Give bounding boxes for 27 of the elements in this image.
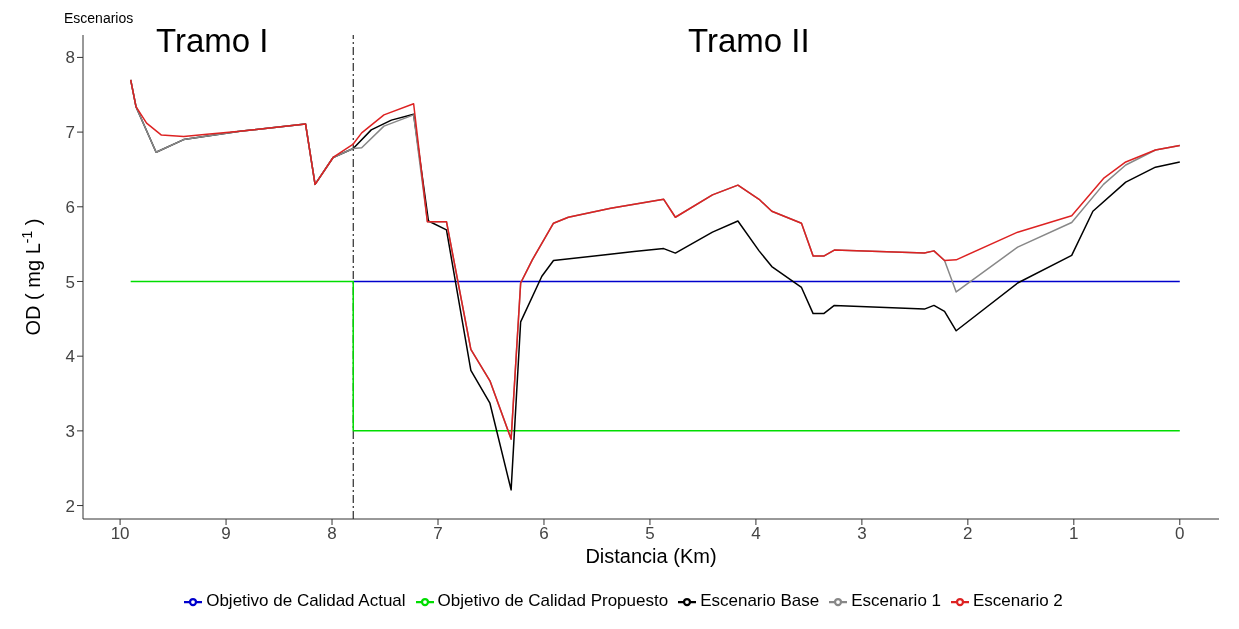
x-tick-label: 5	[645, 524, 655, 544]
legend-label: Escenario 2	[973, 591, 1063, 610]
legend-label: Escenario 1	[851, 591, 942, 610]
y-tick-label: 8	[65, 48, 75, 68]
x-tick-label: 1	[1069, 524, 1079, 544]
x-tick-label: 9	[221, 524, 231, 544]
x-tick-label: 10	[110, 524, 130, 544]
annotation: Tramo II	[688, 22, 810, 60]
y-tick-label: 6	[65, 197, 75, 217]
x-axis-title: Distancia (Km)	[585, 545, 717, 567]
y-tick-label: 7	[65, 123, 75, 143]
x-tick-label: 3	[857, 524, 867, 544]
x-tick-label: 2	[963, 524, 973, 544]
x-tick-label: 8	[327, 524, 337, 544]
legend-label: Escenario Base	[700, 591, 820, 610]
legend-label: Objetivo de Calidad Propuesto	[437, 591, 669, 610]
y-tick-label: 3	[65, 421, 75, 441]
x-tick-label: 4	[751, 524, 761, 544]
x-tick-label: 6	[539, 524, 549, 544]
y-tick-label: 5	[65, 272, 75, 292]
x-tick-label: 0	[1175, 524, 1185, 544]
y-tick-label: 4	[65, 347, 75, 367]
legend-label: Objetivo de Calidad Actual	[206, 591, 406, 610]
annotation: Tramo I	[156, 22, 269, 60]
chart-title: Escenarios	[64, 10, 134, 26]
x-tick-label: 7	[433, 524, 443, 544]
y-tick-label: 2	[65, 496, 75, 516]
